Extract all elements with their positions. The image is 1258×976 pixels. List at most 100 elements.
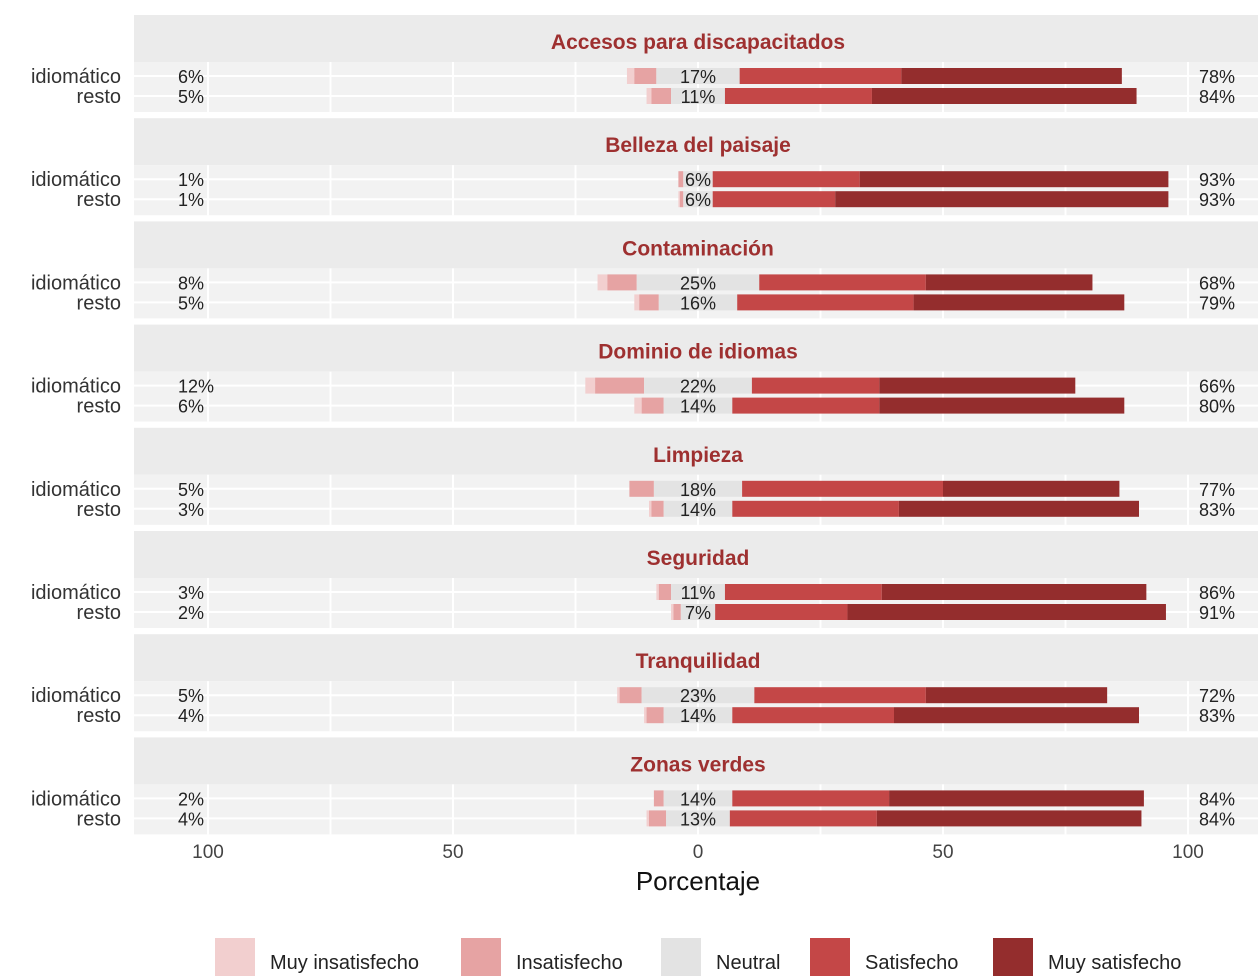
bar-segment-satisfecho xyxy=(732,707,894,724)
bar-segment-muy-insatisfecho xyxy=(646,810,649,827)
pos-percent-label: 93% xyxy=(1199,190,1235,210)
bar-segment-neutral xyxy=(663,790,733,807)
bar-segment-satisfecho xyxy=(724,584,882,600)
x-tick-label: 50 xyxy=(442,842,463,863)
bar-segment-muy-satisfecho xyxy=(879,377,1076,394)
bar-segment-neutral xyxy=(658,294,738,311)
bar-segment-insatisfecho xyxy=(673,604,681,620)
row-label: resto xyxy=(77,705,121,727)
panel-title: Zonas verdes xyxy=(630,753,765,776)
bar-segment-satisfecho xyxy=(732,397,880,414)
row-label: resto xyxy=(77,189,121,211)
pos-percent-label: 77% xyxy=(1199,480,1235,500)
bar-segment-satisfecho xyxy=(754,687,926,704)
panel-strip xyxy=(134,634,1258,682)
neutral-percent-label: 14% xyxy=(680,706,716,726)
bar-segment-muy-insatisfecho xyxy=(626,68,635,84)
bar-segment-muy-satisfecho xyxy=(894,707,1139,724)
pos-percent-label: 78% xyxy=(1199,67,1235,87)
legend-swatch xyxy=(810,938,850,976)
neg-percent-label: 2% xyxy=(178,789,204,809)
bar-segment-muy-insatisfecho xyxy=(656,584,659,600)
panel-strip xyxy=(134,221,1258,269)
row-label: resto xyxy=(77,292,121,314)
bar-segment-muy-insatisfecho xyxy=(671,604,674,620)
legend-label: Muy insatisfecho xyxy=(270,952,419,974)
neg-percent-label: 3% xyxy=(178,500,204,520)
pos-percent-label: 68% xyxy=(1199,273,1235,293)
bar-segment-muy-satisfecho xyxy=(879,397,1125,414)
pos-percent-label: 84% xyxy=(1199,87,1235,107)
bar-segment-muy-satisfecho xyxy=(925,274,1093,291)
bar-segment-neutral xyxy=(666,810,730,827)
bar-segment-satisfecho xyxy=(729,810,877,827)
bar-segment-insatisfecho xyxy=(634,68,657,84)
neg-percent-label: 5% xyxy=(178,480,204,500)
bar-segment-muy-insatisfecho xyxy=(649,500,652,517)
bar-segment-insatisfecho xyxy=(619,687,642,704)
pos-percent-label: 86% xyxy=(1199,583,1235,603)
legend-swatch xyxy=(461,938,501,976)
neg-percent-label: 5% xyxy=(178,686,204,706)
bar-segment-satisfecho xyxy=(751,377,880,394)
row-label: resto xyxy=(77,86,121,108)
bar-segment-muy-insatisfecho xyxy=(585,377,596,394)
bar-segment-muy-satisfecho xyxy=(913,294,1125,311)
pos-percent-label: 72% xyxy=(1199,686,1235,706)
x-tick-label: 100 xyxy=(1172,842,1204,863)
bar-segment-muy-insatisfecho xyxy=(597,274,608,291)
panel-title: Tranquilidad xyxy=(636,650,761,673)
pos-percent-label: 80% xyxy=(1199,397,1235,417)
bar-segment-neutral xyxy=(663,707,733,724)
panel-strip xyxy=(134,15,1258,62)
bar-segment-insatisfecho xyxy=(653,790,664,807)
bar-segment-insatisfecho xyxy=(649,810,667,827)
bar-segment-insatisfecho xyxy=(595,377,645,394)
neutral-percent-label: 25% xyxy=(680,273,716,293)
neg-percent-label: 5% xyxy=(178,87,204,107)
bar-segment-muy-satisfecho xyxy=(898,500,1139,517)
bar-segment-muy-insatisfecho xyxy=(617,687,620,704)
bar-segment-muy-insatisfecho xyxy=(646,88,652,104)
row-label: resto xyxy=(77,396,121,418)
bar-segment-muy-satisfecho xyxy=(847,604,1166,620)
legend-label: Neutral xyxy=(716,952,780,974)
pos-percent-label: 66% xyxy=(1199,377,1235,397)
neg-percent-label: 1% xyxy=(178,190,204,210)
bar-segment-satisfecho xyxy=(715,604,848,620)
panel-strip xyxy=(134,324,1258,372)
neutral-percent-label: 11% xyxy=(681,87,716,107)
pos-percent-label: 84% xyxy=(1199,789,1235,809)
legend-label: Insatisfecho xyxy=(516,952,623,974)
bar-segment-insatisfecho xyxy=(629,480,654,497)
bar-segment-muy-satisfecho xyxy=(881,584,1147,600)
row-label: resto xyxy=(77,808,121,830)
neg-percent-label: 5% xyxy=(178,293,204,313)
bar-segment-muy-insatisfecho xyxy=(634,397,642,414)
neutral-percent-label: 23% xyxy=(680,686,716,706)
neg-percent-label: 4% xyxy=(178,706,204,726)
bar-segment-satisfecho xyxy=(742,480,943,497)
bar-segment-neutral xyxy=(683,171,713,188)
bar-segment-muy-satisfecho xyxy=(876,810,1142,827)
neutral-percent-label: 17% xyxy=(680,67,716,87)
bar-segment-insatisfecho xyxy=(607,274,637,291)
bar-segment-insatisfecho xyxy=(641,397,664,414)
neutral-percent-label: 11% xyxy=(681,583,716,603)
bar-segment-muy-satisfecho xyxy=(925,687,1108,704)
legend-swatch xyxy=(993,938,1033,976)
legend-label: Satisfecho xyxy=(865,952,958,974)
bar-segment-insatisfecho xyxy=(651,500,664,517)
neutral-percent-label: 16% xyxy=(680,293,716,313)
neutral-percent-label: 18% xyxy=(680,480,716,500)
bar-segment-satisfecho xyxy=(732,790,890,807)
panel-title: Belleza del paisaje xyxy=(605,134,791,157)
bar-segment-muy-satisfecho xyxy=(859,171,1169,188)
bar-segment-muy-satisfecho xyxy=(901,68,1122,84)
neg-percent-label: 3% xyxy=(178,583,204,603)
panel-strip xyxy=(134,737,1258,785)
neg-percent-label: 1% xyxy=(178,170,204,190)
neg-percent-label: 6% xyxy=(178,397,204,417)
pos-percent-label: 79% xyxy=(1199,293,1235,313)
